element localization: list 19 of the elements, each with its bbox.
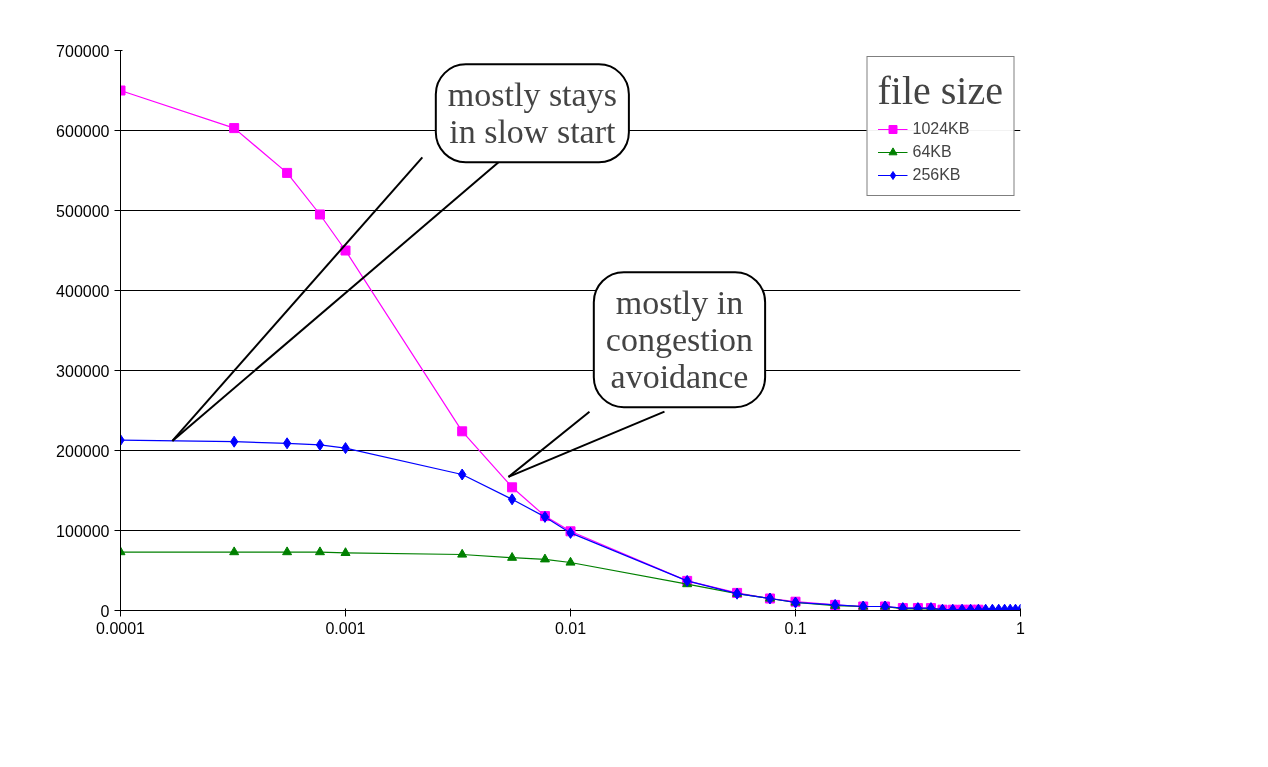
y-tick-label: 100000 (56, 522, 110, 540)
x-tick-label: 1 (1016, 619, 1026, 637)
y-tick-label: 200000 (56, 442, 110, 460)
annotation: mostly in congestion avoidance (605, 284, 754, 396)
legend-label: 1024KB (912, 120, 970, 138)
y-tick-label: 700000 (56, 42, 110, 60)
y-tick-label: 300000 (56, 362, 110, 380)
x-tick-label: 0.001 (325, 619, 366, 637)
x-tick-label: 0.01 (554, 619, 587, 637)
x-tick-label: 0.0001 (96, 619, 146, 637)
x-tick-label: 0.1 (784, 619, 807, 637)
legend-label: 256KB (912, 166, 961, 184)
annotation: mostly stays in slow start (447, 76, 617, 151)
legend-title: file size (877, 67, 1003, 114)
y-tick-label: 500000 (56, 202, 110, 220)
legend-label: 64KB (912, 143, 952, 161)
y-tick-label: 400000 (56, 282, 110, 300)
y-tick-label: 600000 (56, 122, 110, 140)
y-tick-label: 0 (100, 602, 110, 620)
